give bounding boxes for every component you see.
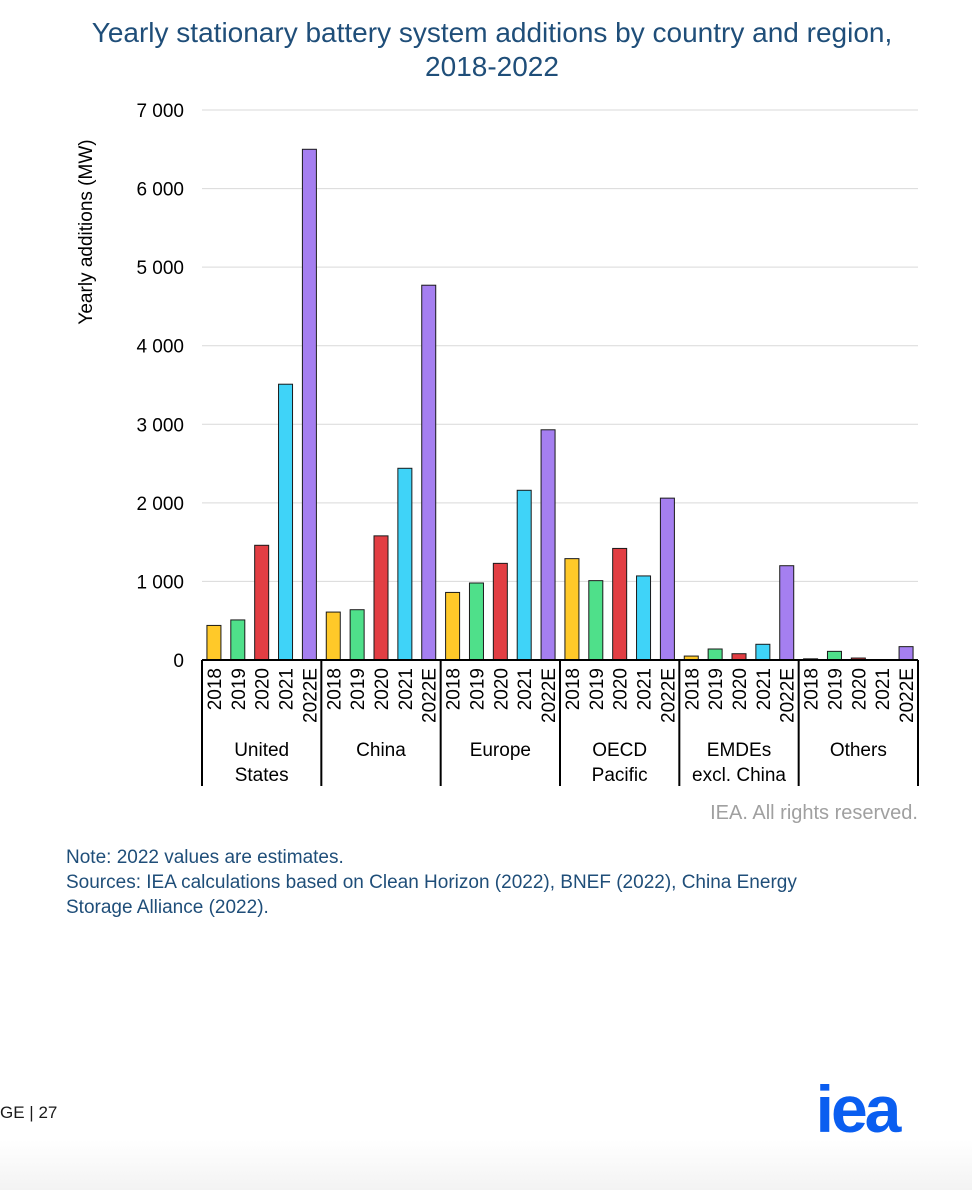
page-number: GE | 27 xyxy=(0,1103,57,1123)
x-tick-label: 2022E xyxy=(897,668,918,723)
x-tick-label: 2018 xyxy=(444,668,465,710)
x-tick-label: 2022E xyxy=(300,668,321,723)
x-tick-label: 2020 xyxy=(849,668,870,710)
copyright-notice: IEA. All rights reserved. xyxy=(710,802,918,824)
x-tick-label: 2021 xyxy=(396,668,417,710)
bar xyxy=(349,609,365,661)
y-tick-label: 5 000 xyxy=(136,258,184,279)
x-tick-label: 2019 xyxy=(825,668,846,710)
x-tick-label: 2022E xyxy=(778,668,799,723)
iea-logo-text: iea xyxy=(816,1084,903,1136)
x-tick-label: 2019 xyxy=(229,668,250,710)
page-separator: | xyxy=(29,1103,34,1122)
sources-line: Sources: IEA calculations based on Clean… xyxy=(66,872,797,893)
y-tick-label: 0 xyxy=(173,651,184,672)
y-tick-label: 1 000 xyxy=(136,572,184,593)
bar xyxy=(779,565,795,661)
x-tick-label: 2018 xyxy=(324,668,345,710)
x-tick-label: 2018 xyxy=(682,668,703,710)
gridlines xyxy=(202,109,918,582)
group-label: EMDEs xyxy=(707,740,771,761)
x-tick-label: 2020 xyxy=(372,668,393,710)
x-tick-label: 2019 xyxy=(587,668,608,710)
x-tick-label: 2020 xyxy=(253,668,274,710)
bar xyxy=(421,284,437,661)
bars xyxy=(206,148,914,661)
group-label: Europe xyxy=(470,740,531,761)
bar xyxy=(612,547,628,661)
bar xyxy=(659,497,675,661)
x-tick-label: 2020 xyxy=(611,668,632,710)
chart-notes: Note: 2022 values are estimates. Sources… xyxy=(66,845,926,920)
bar xyxy=(492,562,508,661)
group-label: OECD xyxy=(592,740,647,761)
bar xyxy=(564,558,580,661)
group-label: Pacific xyxy=(592,765,648,786)
x-tick-label: 2020 xyxy=(730,668,751,710)
iea-logo: iea xyxy=(816,1084,906,1136)
bar-chart: 0 1 000 2 000 3 000 4 000 5 000 6 000 7 000 Yea… xyxy=(76,101,919,786)
chart-title: Yearly stationary battery system additio… xyxy=(40,16,944,84)
bar xyxy=(898,646,914,661)
bar xyxy=(707,648,723,661)
x-tick-label: 2018 xyxy=(802,668,823,710)
bar xyxy=(373,535,389,661)
x-tick-label: 2022E xyxy=(420,668,441,723)
y-axis: 0 1 000 2 000 3 000 4 000 5 000 6 000 7 000 xyxy=(136,101,184,672)
page-prefix: GE xyxy=(0,1103,25,1122)
group-label: United xyxy=(234,740,289,761)
y-tick-label: 2 000 xyxy=(136,494,184,515)
bar xyxy=(516,489,532,661)
x-tick-label: 2021 xyxy=(515,668,536,710)
x-tick-label: 2020 xyxy=(491,668,512,710)
page-number-value: 27 xyxy=(38,1103,58,1122)
x-tick-label: 2022E xyxy=(539,668,560,723)
bar xyxy=(206,624,222,661)
x-tick-label: 2018 xyxy=(205,668,226,710)
y-tick-label: 4 000 xyxy=(136,337,184,358)
group-label: China xyxy=(356,740,406,761)
chart-title-line-2: 2018-2022 xyxy=(425,51,559,82)
x-tick-label: 2021 xyxy=(754,668,775,710)
x-tick-label: 2021 xyxy=(635,668,656,710)
group-label: Others xyxy=(830,740,887,761)
group-label: excl. China xyxy=(692,765,786,786)
bar xyxy=(397,467,413,661)
bar xyxy=(230,619,246,661)
chart-title-line-1: Yearly stationary battery system additio… xyxy=(91,17,893,48)
note-line: Note: 2022 values are estimates. xyxy=(66,847,344,868)
bar xyxy=(826,650,842,661)
y-axis-label: Yearly additions (MW) xyxy=(76,139,97,324)
x-tick-label: 2018 xyxy=(563,668,584,710)
x-tick-label: 2019 xyxy=(706,668,727,710)
x-tick-label: 2019 xyxy=(348,668,369,710)
bar xyxy=(468,582,484,661)
bar xyxy=(588,580,604,661)
bar xyxy=(278,383,294,661)
bar xyxy=(755,643,771,661)
y-tick-label: 6 000 xyxy=(136,180,184,201)
bar xyxy=(254,544,270,661)
page-bottom-band xyxy=(0,1140,972,1190)
group-label: States xyxy=(235,765,289,786)
bar xyxy=(445,591,461,661)
bar xyxy=(636,575,652,661)
bar xyxy=(301,148,317,661)
bar xyxy=(540,429,556,661)
x-tick-label: 2021 xyxy=(873,668,894,710)
x-tick-label: 2019 xyxy=(467,668,488,710)
sources-line-continued: Storage Alliance (2022). xyxy=(66,897,269,918)
x-tick-label: 2022E xyxy=(658,668,679,723)
y-tick-label: 3 000 xyxy=(136,415,184,436)
bar xyxy=(325,611,341,661)
x-tick-label: 2021 xyxy=(277,668,298,710)
y-tick-label: 7 000 xyxy=(136,101,184,122)
